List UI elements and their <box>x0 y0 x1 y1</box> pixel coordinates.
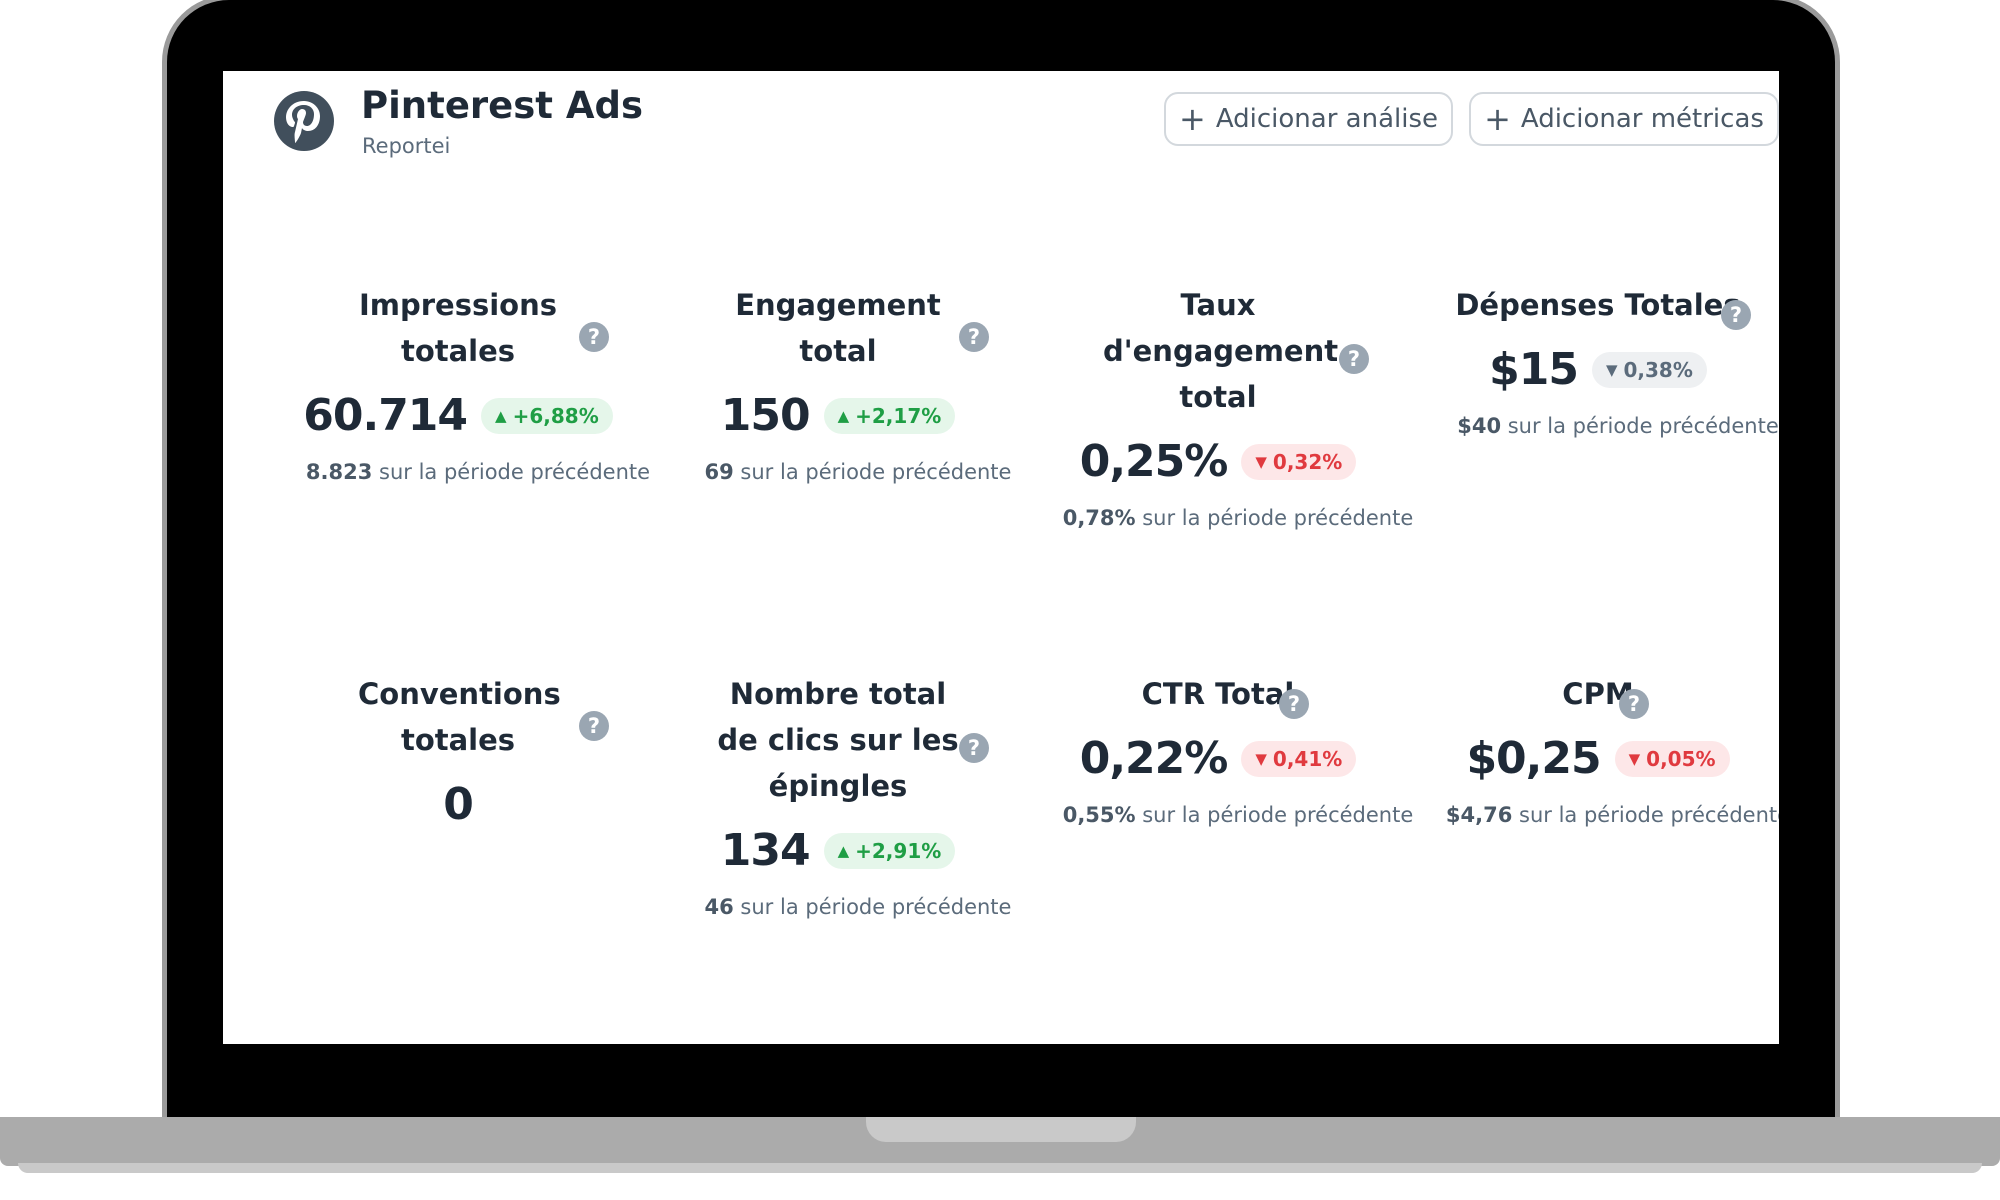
metric-title: Nombre total de clics sur les épingles <box>717 677 959 803</box>
metric-value-row: 150 ▲ +2,17% <box>648 390 1028 441</box>
help-icon[interactable]: ? <box>1279 689 1309 719</box>
previous-value: 46 <box>704 895 734 919</box>
previous-period-text: 46 sur la période précédente <box>704 895 1012 919</box>
dashboard-screen: Pinterest Ads Reportei + Adicionar análi… <box>223 71 1779 1044</box>
previous-value: 0,78% <box>1062 506 1136 530</box>
delta-value: 0,41% <box>1272 746 1343 771</box>
previous-value: $4,76 <box>1445 803 1513 827</box>
metric-title: Impressions totales <box>358 288 558 368</box>
metric-title-wrap: Nombre total de clics sur les épingles <box>648 671 1028 809</box>
add-metrics-button[interactable]: + Adicionar métricas <box>1469 92 1779 146</box>
arrow-down-icon: ▼ <box>1255 749 1267 768</box>
metric-title: Dépenses Totales <box>1455 288 1741 322</box>
metric-title: Taux d'engagement total <box>1103 288 1339 414</box>
arrow-down-icon: ▼ <box>1628 749 1641 768</box>
metric-value-row: 0,22% ▼ 0,41% <box>1028 733 1408 784</box>
metric-title: CPM <box>1562 677 1634 711</box>
metric-value-row: 134 ▲ +2,91% <box>648 825 1028 876</box>
delta-badge: ▼ 0,32% <box>1241 443 1357 480</box>
delta-badge: ▲ +6,88% <box>481 397 613 434</box>
metric-title: Conventions totales <box>358 677 561 757</box>
help-icon[interactable]: ? <box>1721 300 1751 330</box>
metric-value: 0,25% <box>1079 436 1229 487</box>
add-analysis-label: Adicionar análise <box>1215 104 1438 134</box>
metric-value: $0,25 <box>1466 733 1601 784</box>
help-icon[interactable]: ? <box>579 711 609 741</box>
previous-value: $40 <box>1457 414 1502 438</box>
delta-value: +2,91% <box>855 838 942 863</box>
delta-badge: ▲ +2,17% <box>823 397 956 434</box>
metric-value-row: $15 ▼ 0,38% <box>1408 344 1779 395</box>
delta-value: 0,38% <box>1623 357 1693 382</box>
pinterest-logo-icon <box>273 90 335 152</box>
delta-value: 0,05% <box>1646 746 1716 771</box>
help-icon[interactable]: ? <box>579 322 609 352</box>
laptop-notch <box>866 1117 1136 1142</box>
metric-value-row: $0,25 ▼ 0,05% <box>1408 733 1779 784</box>
report-header: Pinterest Ads Reportei + Adicionar análi… <box>223 71 1779 211</box>
help-icon[interactable]: ? <box>959 733 989 763</box>
delta-badge: ▲ +2,91% <box>823 832 956 869</box>
delta-value: 0,32% <box>1272 449 1343 474</box>
previous-period-text: 0,78% sur la période précédente <box>1062 506 1414 530</box>
metric-title-wrap: Dépenses Totales <box>1408 282 1779 328</box>
previous-value: 69 <box>704 460 734 484</box>
metric-value: $15 <box>1489 344 1579 395</box>
previous-period-text: 8.823 sur la période précédente <box>305 460 651 484</box>
metric-title: CTR Total <box>1141 677 1295 711</box>
metric-title-wrap: CTR Total <box>1028 671 1408 717</box>
delta-value: +2,17% <box>855 403 942 428</box>
previous-period-text: 0,55% sur la période précédente <box>1062 803 1414 827</box>
help-icon[interactable]: ? <box>1619 689 1649 719</box>
metric-title-wrap: Conventions totales <box>268 671 648 763</box>
arrow-down-icon: ▼ <box>1605 360 1618 379</box>
metric-value: 0,22% <box>1079 733 1229 784</box>
arrow-up-icon: ▲ <box>837 841 850 860</box>
metric-title: Engagement total <box>735 288 941 368</box>
page-subtitle: Reportei <box>362 134 451 158</box>
previous-period-text: $4,76 sur la période précédente <box>1445 803 1779 827</box>
page-title: Pinterest Ads <box>361 84 643 127</box>
previous-value: 8.823 <box>305 460 373 484</box>
add-analysis-button[interactable]: + Adicionar análise <box>1164 92 1453 146</box>
metric-value: 134 <box>720 825 811 876</box>
help-icon[interactable]: ? <box>959 322 989 352</box>
metric-title-wrap: CPM <box>1408 671 1779 717</box>
delta-value: +6,88% <box>512 403 599 428</box>
metric-title-wrap: Taux d'engagement total <box>1028 282 1408 420</box>
add-metrics-label: Adicionar métricas <box>1520 104 1764 134</box>
arrow-up-icon: ▲ <box>495 406 507 425</box>
plus-icon: + <box>1484 100 1511 138</box>
metric-value-row: 60.714 ▲ +6,88% <box>268 390 648 441</box>
delta-badge: ▼ 0,05% <box>1614 740 1730 777</box>
delta-badge: ▼ 0,41% <box>1241 740 1357 777</box>
metric-value-row: 0,25% ▼ 0,32% <box>1028 436 1408 487</box>
arrow-down-icon: ▼ <box>1255 452 1267 471</box>
metric-value-row: 0 <box>268 779 648 830</box>
previous-period-text: 69 sur la période précédente <box>704 460 1012 484</box>
delta-badge: ▼ 0,38% <box>1591 351 1707 388</box>
plus-icon: + <box>1179 100 1206 138</box>
previous-value: 0,55% <box>1062 803 1136 827</box>
metric-value: 150 <box>720 390 811 441</box>
metric-title-wrap: Engagement total <box>648 282 1028 374</box>
help-icon[interactable]: ? <box>1339 344 1369 374</box>
previous-period-text: $40 sur la période précédente <box>1457 414 1779 438</box>
metric-value: 0 <box>443 779 474 830</box>
laptop-base-shadow <box>18 1163 1982 1173</box>
metric-title-wrap: Impressions totales <box>268 282 648 374</box>
metric-value: 60.714 <box>303 390 468 441</box>
arrow-up-icon: ▲ <box>837 406 850 425</box>
